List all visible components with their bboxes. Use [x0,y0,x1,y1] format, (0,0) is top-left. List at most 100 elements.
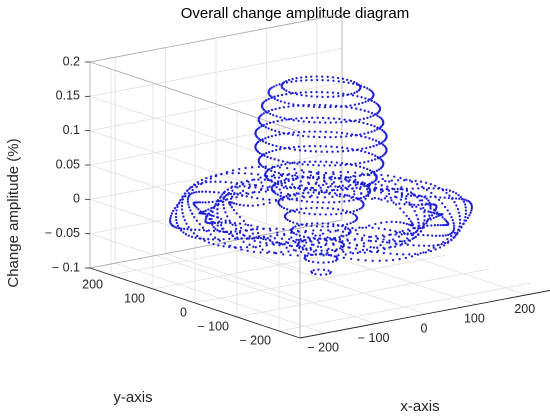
data-point [358,207,361,211]
data-point [301,134,305,138]
data-point [180,229,183,232]
data-point [269,235,272,238]
data-point [444,234,447,237]
data-point [369,239,373,243]
data-point [207,229,211,232]
data-point [393,188,396,191]
z-tick-label: 0.1 [63,123,80,137]
data-point [344,163,347,166]
data-point [425,202,428,205]
data-point [305,79,308,82]
data-point [393,239,396,243]
data-point [198,201,202,204]
data-point [305,116,308,120]
data-point [342,94,345,97]
data-point [371,259,374,262]
data-point [268,198,271,201]
data-point [369,115,372,118]
data-point [337,80,340,83]
data-point [349,79,353,83]
data-point [282,81,286,84]
data-point [273,158,276,161]
data-point [321,225,324,228]
data-point [380,158,383,161]
data-point [408,253,411,256]
data-point [264,190,268,193]
data-point [239,246,242,249]
data-point [380,221,383,224]
data-point [307,259,311,263]
data-point [363,234,366,237]
data-point [274,252,278,255]
data-point [405,222,408,226]
data-point [248,243,251,246]
data-point [303,244,306,247]
data-point [321,116,325,120]
data-point [470,209,473,212]
data-point [331,248,334,252]
data-point [443,196,446,199]
data-point [298,211,301,214]
data-point [332,95,335,98]
data-point [462,200,466,203]
data-point [429,195,432,198]
data-point [378,259,381,262]
data-point [274,148,278,152]
data-point [362,195,366,199]
data-point [364,100,367,103]
data-point [430,191,433,195]
data-point [316,116,319,119]
data-point [284,185,287,188]
data-point [326,236,329,239]
data-point [357,120,361,124]
data-point [280,163,283,167]
data-point [335,145,339,149]
data-point [322,254,325,257]
data-point [393,175,396,178]
data-point [220,221,223,224]
data-point [235,202,238,206]
data-point [330,175,333,178]
data-point [201,226,205,229]
data-point [373,100,376,104]
data-point [251,204,254,207]
data-point [355,186,358,190]
data-point [282,253,285,256]
data-point [318,234,322,237]
data-point [215,203,218,206]
data-point [331,76,335,79]
data-point [209,213,212,217]
data-point [341,146,344,149]
data-point [240,248,243,251]
data-point [285,93,288,96]
data-point [313,130,317,133]
data-point [370,123,373,127]
data-point [217,203,220,206]
data-point [433,224,437,227]
data-point [256,204,260,207]
data-point [353,190,356,193]
data-point [262,227,265,230]
data-point [344,176,347,179]
data-point [182,231,185,234]
data-point [445,219,448,222]
data-point [193,215,196,219]
data-point [335,256,339,259]
data-point [376,157,380,160]
data-point [276,233,279,237]
z-axis-label: Change amplitude (%) [5,138,22,287]
data-point [390,220,393,223]
data-point [324,145,328,148]
data-point [272,85,275,88]
data-point [377,168,381,171]
data-point [350,92,353,96]
data-point [231,234,234,237]
data-point [373,188,376,191]
data-point [333,250,337,253]
data-point [401,188,404,191]
data-point [308,160,312,163]
data-point [319,253,323,256]
data-point [332,181,336,184]
data-point [401,229,404,233]
data-point [280,237,284,240]
